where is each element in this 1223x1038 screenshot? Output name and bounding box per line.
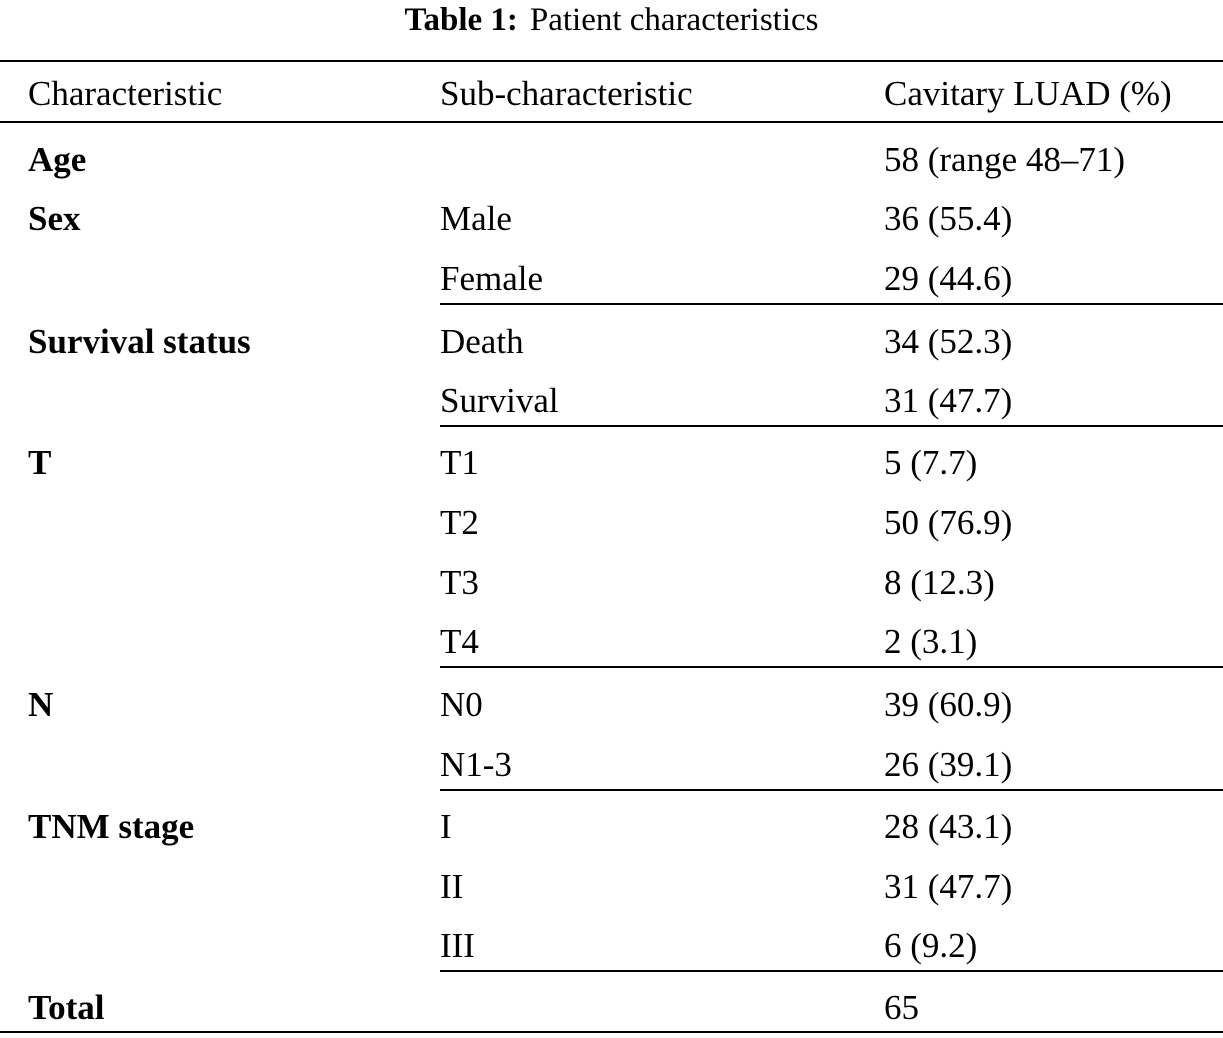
row-characteristic: Total	[28, 988, 105, 1027]
row-sub-characteristic: Male	[440, 199, 512, 238]
row-sub-characteristic: Female	[440, 259, 544, 298]
table-row: T2 50 (76.9)	[0, 493, 1223, 553]
table-row: Female 29 (44.6)	[0, 249, 1223, 309]
row-characteristic: Sex	[28, 199, 81, 238]
row-sub-characteristic: N1-3	[440, 745, 512, 784]
row-sub-characteristic: Survival	[440, 381, 559, 420]
table-row: Age 58 (range 48–71)	[0, 130, 1223, 190]
row-value: 2 (3.1)	[884, 622, 978, 661]
table-row: N1-3 26 (39.1)	[0, 735, 1223, 795]
table-row: T4 2 (3.1)	[0, 612, 1223, 672]
row-sub-characteristic: T3	[440, 563, 479, 602]
row-value: 58 (range 48–71)	[884, 140, 1126, 179]
row-characteristic: Survival status	[28, 322, 251, 361]
table-row: Total 65	[0, 978, 1223, 1038]
row-sub-characteristic: T2	[440, 503, 479, 542]
row-value: 34 (52.3)	[884, 322, 1013, 361]
row-characteristic: T	[28, 443, 52, 482]
table-row: N N0 39 (60.9)	[0, 675, 1223, 735]
table-bottom-rule	[0, 1031, 1223, 1033]
row-value: 26 (39.1)	[884, 745, 1013, 784]
row-characteristic: Age	[28, 140, 87, 179]
row-sub-characteristic: Death	[440, 322, 524, 361]
row-sub-characteristic: II	[440, 867, 464, 906]
group-divider-sex	[440, 303, 1223, 305]
row-value: 36 (55.4)	[884, 199, 1013, 238]
table-row: T3 8 (12.3)	[0, 553, 1223, 613]
row-value: 65	[884, 988, 919, 1027]
table-row: Survival 31 (47.7)	[0, 371, 1223, 431]
table-header-row: Characteristic Sub-characteristic Cavita…	[0, 68, 1223, 120]
row-sub-characteristic: T1	[440, 443, 479, 482]
header-sub-characteristic: Sub-characteristic	[440, 74, 693, 113]
table-row: III 6 (9.2)	[0, 916, 1223, 976]
row-value: 6 (9.2)	[884, 926, 978, 965]
row-value: 31 (47.7)	[884, 381, 1013, 420]
table-caption-label: Table 1:	[404, 2, 518, 38]
row-sub-characteristic: N0	[440, 685, 483, 724]
row-sub-characteristic: I	[440, 807, 452, 846]
table-row: T T1 5 (7.7)	[0, 433, 1223, 493]
row-sub-characteristic: T4	[440, 622, 479, 661]
row-value: 5 (7.7)	[884, 443, 978, 482]
header-characteristic: Characteristic	[28, 74, 223, 113]
table-row: Sex Male 36 (55.4)	[0, 189, 1223, 249]
row-characteristic: N	[28, 685, 54, 724]
header-cavitary-luad: Cavitary LUAD (%)	[884, 74, 1172, 113]
row-value: 29 (44.6)	[884, 259, 1013, 298]
table-row: Survival status Death 34 (52.3)	[0, 312, 1223, 372]
row-sub-characteristic: III	[440, 926, 475, 965]
row-value: 39 (60.9)	[884, 685, 1013, 724]
table-caption: Table 1: Patient characteristics	[0, 0, 1223, 40]
table-header-rule	[0, 121, 1223, 123]
table-row: TNM stage I 28 (43.1)	[0, 797, 1223, 857]
table-top-rule	[0, 60, 1223, 62]
group-divider-survival	[440, 425, 1223, 427]
row-value: 50 (76.9)	[884, 503, 1013, 542]
row-value: 28 (43.1)	[884, 807, 1013, 846]
row-value: 8 (12.3)	[884, 563, 995, 602]
row-value: 31 (47.7)	[884, 867, 1013, 906]
group-divider-n	[440, 789, 1223, 791]
table-caption-text: Patient characteristics	[529, 2, 819, 38]
table-row: II 31 (47.7)	[0, 857, 1223, 917]
row-characteristic: TNM stage	[28, 807, 195, 846]
group-divider-tnm	[440, 970, 1223, 972]
group-divider-t	[440, 666, 1223, 668]
